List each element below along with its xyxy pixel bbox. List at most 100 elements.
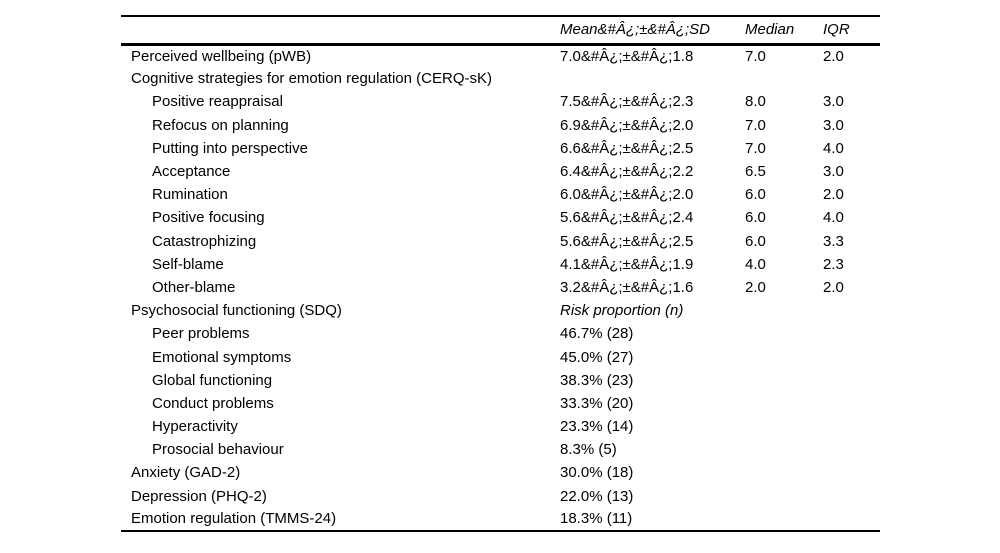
iqr-cell: 2.3	[823, 255, 844, 273]
iqr-cell: 3.0	[823, 93, 844, 111]
mean-sd-cell: 7.5&#Â¿;±&#Â¿;2.3	[560, 93, 694, 111]
row-label-cell: Conduct problems	[152, 394, 274, 412]
median-cell: 6.0	[745, 186, 766, 204]
row-label-cell: Hyperactivity	[152, 418, 238, 436]
row-label-cell: Acceptance	[152, 163, 231, 181]
mean-sd-cell: 23.3% (14)	[560, 418, 634, 436]
row-label-cell: Anxiety (GAD-2)	[131, 464, 241, 482]
row-label-cell: Refocus on planning	[152, 116, 289, 134]
mean-sd-cell: 22.0% (13)	[560, 487, 634, 505]
median-cell	[745, 508, 823, 531]
median-cell: 2.0	[745, 278, 766, 296]
iqr-cell	[823, 392, 880, 415]
mean-sd-cell: 6.6&#Â¿;±&#Â¿;2.5	[560, 139, 694, 157]
table-body: Perceived wellbeing (pWB) 7.0&#Â¿;±&#Â¿;1…	[121, 44, 880, 531]
table-row: Acceptance 6.4&#Â¿;±&#Â¿;2.2 6.5 3.0	[121, 160, 880, 183]
table-row: Other-blame 3.2&#Â¿;±&#Â¿;1.6 2.0 2.0	[121, 276, 880, 299]
table-row: Refocus on planning 6.9&#Â¿;±&#Â¿;2.0 7.0 3…	[121, 114, 880, 137]
iqr-cell	[823, 299, 880, 322]
column-header-iqr: IQR	[823, 16, 880, 46]
iqr-cell	[823, 369, 880, 392]
stats-table-container: Mean&#Â¿;±&#Â¿;SD Median IQR Perceived w…	[121, 15, 880, 532]
iqr-cell: 2.0	[823, 186, 844, 204]
iqr-cell: 3.0	[823, 116, 844, 134]
mean-sd-cell: 4.1&#Â¿;±&#Â¿;1.9	[560, 255, 694, 273]
mean-sd-cell: 8.3% (5)	[560, 441, 617, 459]
median-cell: 6.0	[745, 232, 766, 250]
iqr-cell: 2.0	[823, 47, 844, 65]
row-label-cell: Other-blame	[152, 278, 236, 296]
median-cell	[745, 392, 823, 415]
mean-sd-cell: 7.0&#Â¿;±&#Â¿;1.8	[560, 47, 694, 65]
mean-sd-cell: 6.4&#Â¿;±&#Â¿;2.2	[560, 163, 694, 181]
median-cell: 6.5	[745, 163, 766, 181]
row-label-cell: Positive focusing	[152, 209, 265, 227]
table-row: Psychosocial functioning (SDQ) Risk propo…	[121, 299, 880, 322]
mean-sd-cell: 18.3% (11)	[560, 510, 633, 528]
iqr-cell	[823, 485, 880, 508]
table-row: Cognitive strategies for emotion regulat…	[121, 67, 880, 90]
row-label-cell: Positive reappraisal	[152, 93, 283, 111]
mean-sd-cell: 45.0% (27)	[560, 348, 634, 366]
mean-sd-cell: 38.3% (23)	[560, 371, 634, 389]
row-label-cell: Emotional symptoms	[152, 348, 292, 366]
iqr-cell	[823, 461, 880, 484]
row-label-cell: Rumination	[152, 186, 228, 204]
row-label-cell: Perceived wellbeing (pWB)	[131, 47, 312, 65]
median-cell: 7.0	[745, 47, 766, 65]
iqr-cell	[823, 67, 880, 90]
median-cell	[745, 369, 823, 392]
table-row: Catastrophizing 5.6&#Â¿;±&#Â¿;2.5 6.0 3.3	[121, 230, 880, 253]
row-label-cell: Peer problems	[152, 325, 250, 343]
mean-sd-cell: 6.0&#Â¿;±&#Â¿;2.0	[560, 186, 694, 204]
row-label-cell: Cognitive strategies for emotion regulat…	[131, 70, 492, 88]
column-header-label	[121, 16, 560, 46]
iqr-cell	[823, 508, 880, 531]
mean-sd-cell: 6.9&#Â¿;±&#Â¿;2.0	[560, 116, 694, 134]
table-row: Emotional symptoms 45.0% (27)	[121, 345, 880, 368]
median-cell	[745, 322, 823, 345]
row-label-cell: Depression (PHQ-2)	[131, 487, 267, 505]
mean-sd-cell: 30.0% (18)	[560, 464, 634, 482]
median-cell: 7.0	[745, 139, 766, 157]
mean-sd-cell: Risk proportion (n)	[560, 302, 684, 320]
mean-sd-cell: 33.3% (20)	[560, 394, 634, 412]
table-row: Depression (PHQ-2) 22.0% (13)	[121, 485, 880, 508]
table-row: Conduct problems 33.3% (20)	[121, 392, 880, 415]
iqr-cell: 4.0	[823, 209, 844, 227]
column-header-mean-sd: Mean&#Â¿;±&#Â¿;SD	[560, 16, 745, 46]
column-header-median: Median	[745, 16, 823, 46]
row-label-cell: Self-blame	[152, 255, 224, 273]
mean-sd-cell	[560, 67, 745, 90]
row-label-cell: Psychosocial functioning (SDQ)	[131, 302, 342, 320]
mean-sd-cell: 5.6&#Â¿;±&#Â¿;2.5	[560, 232, 694, 250]
median-cell	[745, 299, 823, 322]
table-row: Rumination 6.0&#Â¿;±&#Â¿;2.0 6.0 2.0	[121, 183, 880, 206]
median-cell	[745, 461, 823, 484]
median-cell: 8.0	[745, 93, 766, 111]
iqr-cell: 3.0	[823, 163, 844, 181]
table-row: Emotion regulation (TMMS-24) 18.3% (11)	[121, 508, 880, 531]
median-cell	[745, 67, 823, 90]
mean-sd-cell: 5.6&#Â¿;±&#Â¿;2.4	[560, 209, 694, 227]
table-row: Peer problems 46.7% (28)	[121, 322, 880, 345]
median-cell	[745, 415, 823, 438]
iqr-cell	[823, 438, 880, 461]
table-row: Positive focusing 5.6&#Â¿;±&#Â¿;2.4 6.0 4.0	[121, 206, 880, 229]
row-label-cell: Prosocial behaviour	[152, 441, 284, 459]
table-row: Self-blame 4.1&#Â¿;±&#Â¿;1.9 4.0 2.3	[121, 253, 880, 276]
median-cell	[745, 438, 823, 461]
row-label-cell: Emotion regulation (TMMS-24)	[131, 510, 337, 528]
mean-sd-cell: 3.2&#Â¿;±&#Â¿;1.6	[560, 278, 694, 296]
median-cell	[745, 345, 823, 368]
row-label-cell: Global functioning	[152, 371, 273, 389]
row-label-cell: Putting into perspective	[152, 139, 308, 157]
iqr-cell	[823, 322, 880, 345]
iqr-cell	[823, 415, 880, 438]
table-row: Global functioning 38.3% (23)	[121, 369, 880, 392]
table-row: Anxiety (GAD-2) 30.0% (18)	[121, 461, 880, 484]
iqr-cell: 4.0	[823, 139, 844, 157]
table-row: Positive reappraisal 7.5&#Â¿;±&#Â¿;2.3 8.0…	[121, 90, 880, 113]
row-label-cell: Catastrophizing	[152, 232, 257, 250]
table-row: Prosocial behaviour 8.3% (5)	[121, 438, 880, 461]
